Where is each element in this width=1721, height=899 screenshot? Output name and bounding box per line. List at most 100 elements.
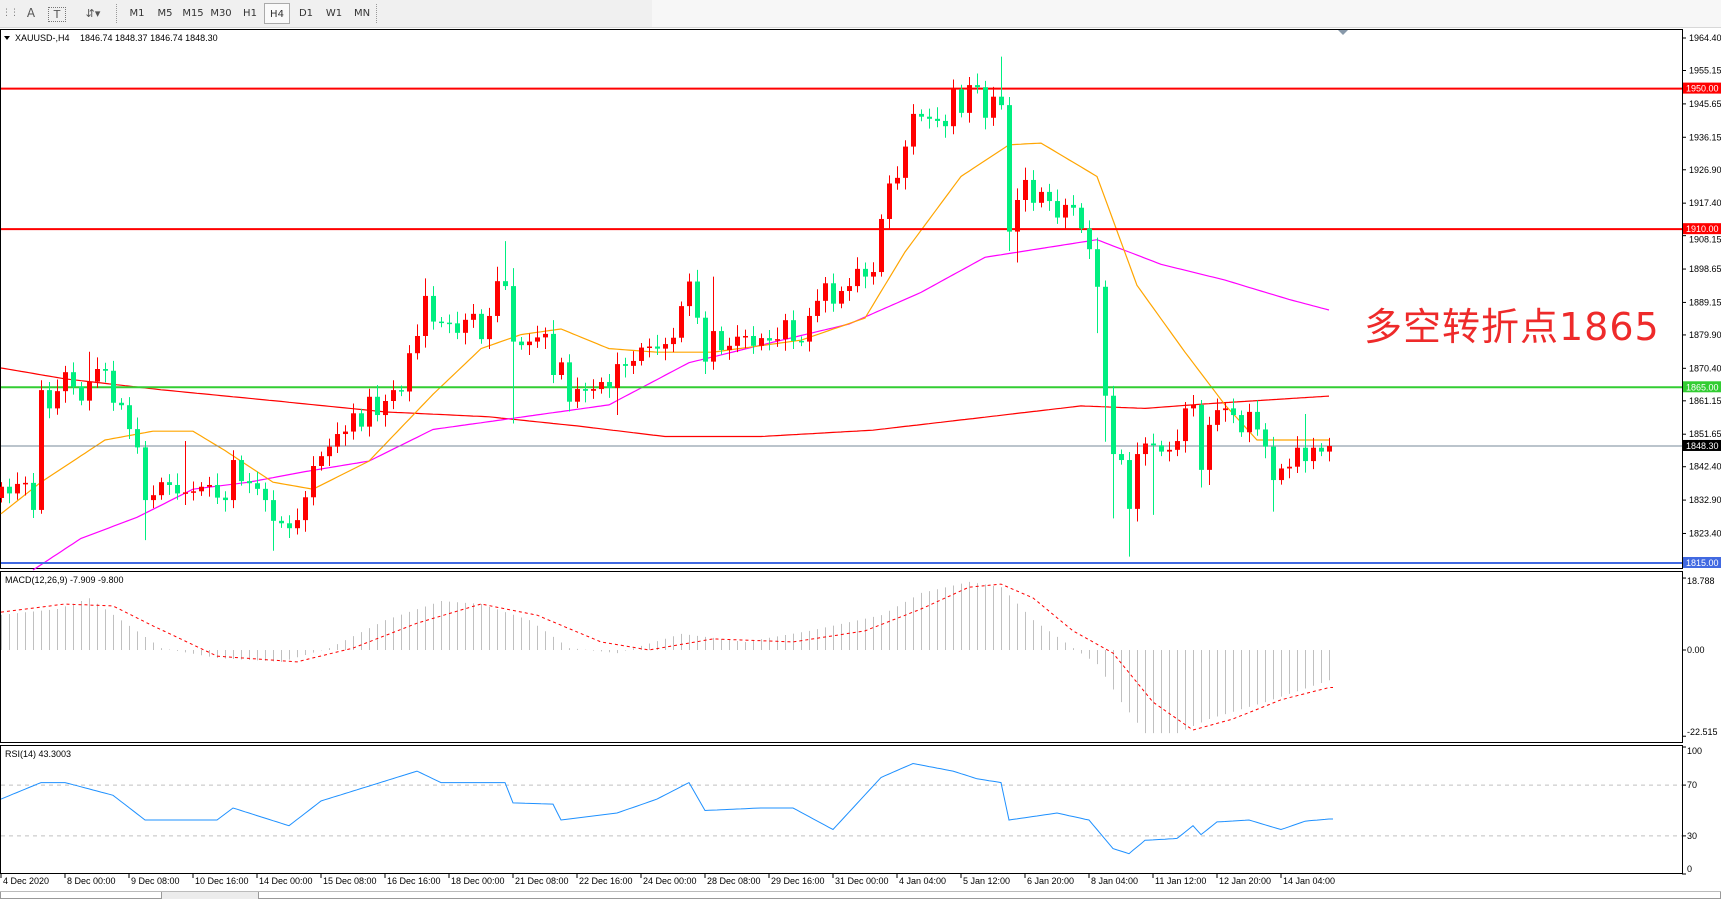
candle-body [871,272,876,277]
candle-body [959,89,964,113]
rsi-pane [0,745,1683,874]
candle [7,478,12,504]
candle [895,166,900,190]
candle [983,80,988,130]
candle [703,311,708,374]
period-button-m5[interactable]: M5 [157,8,173,19]
candle [527,333,532,355]
candle [159,477,164,500]
time-axis-label: 5 Jan 12:00 [963,876,1010,886]
candle-body [151,495,156,501]
candle [119,398,124,410]
candle [1191,395,1196,417]
candle [1247,403,1252,443]
price-axis-label: 1832.90 [1689,495,1721,505]
period-button-d1[interactable]: D1 [298,8,314,19]
candle [1007,97,1012,251]
candle [303,490,308,532]
candle-body [463,319,468,333]
candle [335,422,340,454]
period-button-h4[interactable]: H4 [264,3,290,24]
time-axis-label: 29 Dec 16:00 [771,876,825,886]
candle [759,333,764,351]
candle [1215,398,1220,432]
candle-body [407,353,412,392]
candle-body [695,281,700,318]
period-button-m1[interactable]: M1 [129,8,145,19]
period-button-m15[interactable]: M15 [182,8,204,19]
candle [1207,416,1212,485]
period-button-w1[interactable]: W1 [325,8,343,19]
candle [823,276,828,313]
grid-icon[interactable]: ⋮⋮ [2,8,19,18]
candle-body [991,96,996,118]
candle [559,357,564,380]
candle [847,278,852,301]
candle-body [1295,447,1300,467]
level-price-tag [1683,223,1721,235]
candle [351,403,356,440]
candle [447,314,452,334]
candle [255,471,260,496]
candle-body [47,390,52,409]
candle-body [711,331,716,362]
candle-body [215,484,220,498]
candle-body [1071,204,1076,208]
candle [231,450,236,509]
candle [1015,188,1020,263]
collapse-triangle-icon[interactable] [4,36,10,40]
candle-body [0,486,4,498]
candle-body [295,520,300,529]
time-axis-label: 21 Dec 08:00 [515,876,569,886]
candle [23,476,28,496]
candle [967,77,972,123]
candle-body [1199,404,1204,470]
candle-body [623,364,628,366]
candle [519,337,524,350]
candle-body [1255,411,1260,430]
arrows-icon[interactable]: ⇵▾ [85,7,101,20]
candle-body [1103,286,1108,396]
candle [1175,429,1180,457]
candle [943,114,948,138]
toolbar-separator [116,4,119,23]
candle-body [1079,207,1084,229]
time-axis-label: 15 Dec 08:00 [323,876,377,886]
candle [295,508,300,535]
candle-body [1007,105,1012,232]
candle [999,56,1004,110]
text-icon[interactable]: A [26,6,36,20]
period-button-h1[interactable]: H1 [243,8,257,19]
candle [1295,436,1300,474]
text-label-icon[interactable]: T [48,7,66,22]
time-axis-label: 14 Jan 04:00 [1283,876,1335,886]
candle [1311,437,1316,470]
period-button-mn[interactable]: MN [353,8,371,19]
candle [903,140,908,190]
chart-shift-icon[interactable] [1338,30,1348,35]
candle [567,354,572,412]
current-price-tag-label: 1848.30 [1686,441,1719,451]
candle-body [759,338,764,346]
candle-body [799,340,804,343]
candle [1111,385,1116,519]
time-axis-label: 9 Dec 08:00 [131,876,180,886]
candle [623,357,628,378]
candle-body [1327,445,1332,452]
candle [415,324,420,360]
price-axis-label: 1823.40 [1689,528,1721,538]
candle-body [583,389,588,391]
candle-body [271,500,276,521]
candle-body [1183,408,1188,442]
candle [263,482,268,512]
candle [711,276,716,370]
macd-header: MACD(12,26,9) -7.909 -9.800 [5,575,124,585]
candle [455,311,460,340]
candle-body [447,322,452,325]
candle-body [471,313,476,320]
candle [1127,451,1132,557]
candle [391,380,396,410]
period-button-m30[interactable]: M30 [210,8,232,19]
candle-body [607,382,612,388]
